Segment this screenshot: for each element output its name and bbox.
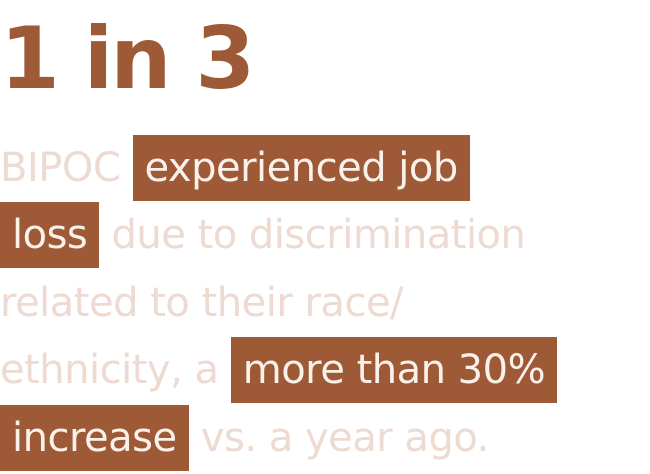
statement-text: ethnicity, a bbox=[0, 347, 231, 393]
statement-text: vs. a year ago. bbox=[188, 415, 490, 461]
statement-highlight: experienced job bbox=[132, 135, 470, 201]
stat-headline: 1 in 3 bbox=[0, 9, 255, 109]
statement-highlight: loss bbox=[0, 202, 100, 268]
statement-highlight: increase bbox=[0, 405, 189, 471]
statement-line-5: increase vs. a year ago. bbox=[0, 405, 489, 471]
statement-line-2: loss due to discrimination bbox=[0, 202, 526, 268]
statement-highlight: more than 30% bbox=[230, 337, 558, 403]
statement-text: related to their race/ bbox=[0, 280, 404, 326]
statement-text: due to discrimination bbox=[99, 212, 526, 258]
statement-line-3: related to their race/ bbox=[0, 270, 404, 336]
statement-line-4: ethnicity, a more than 30% bbox=[0, 337, 558, 403]
statement-text: BIPOC bbox=[0, 145, 133, 191]
statement-line-1: BIPOC experienced job bbox=[0, 135, 470, 201]
